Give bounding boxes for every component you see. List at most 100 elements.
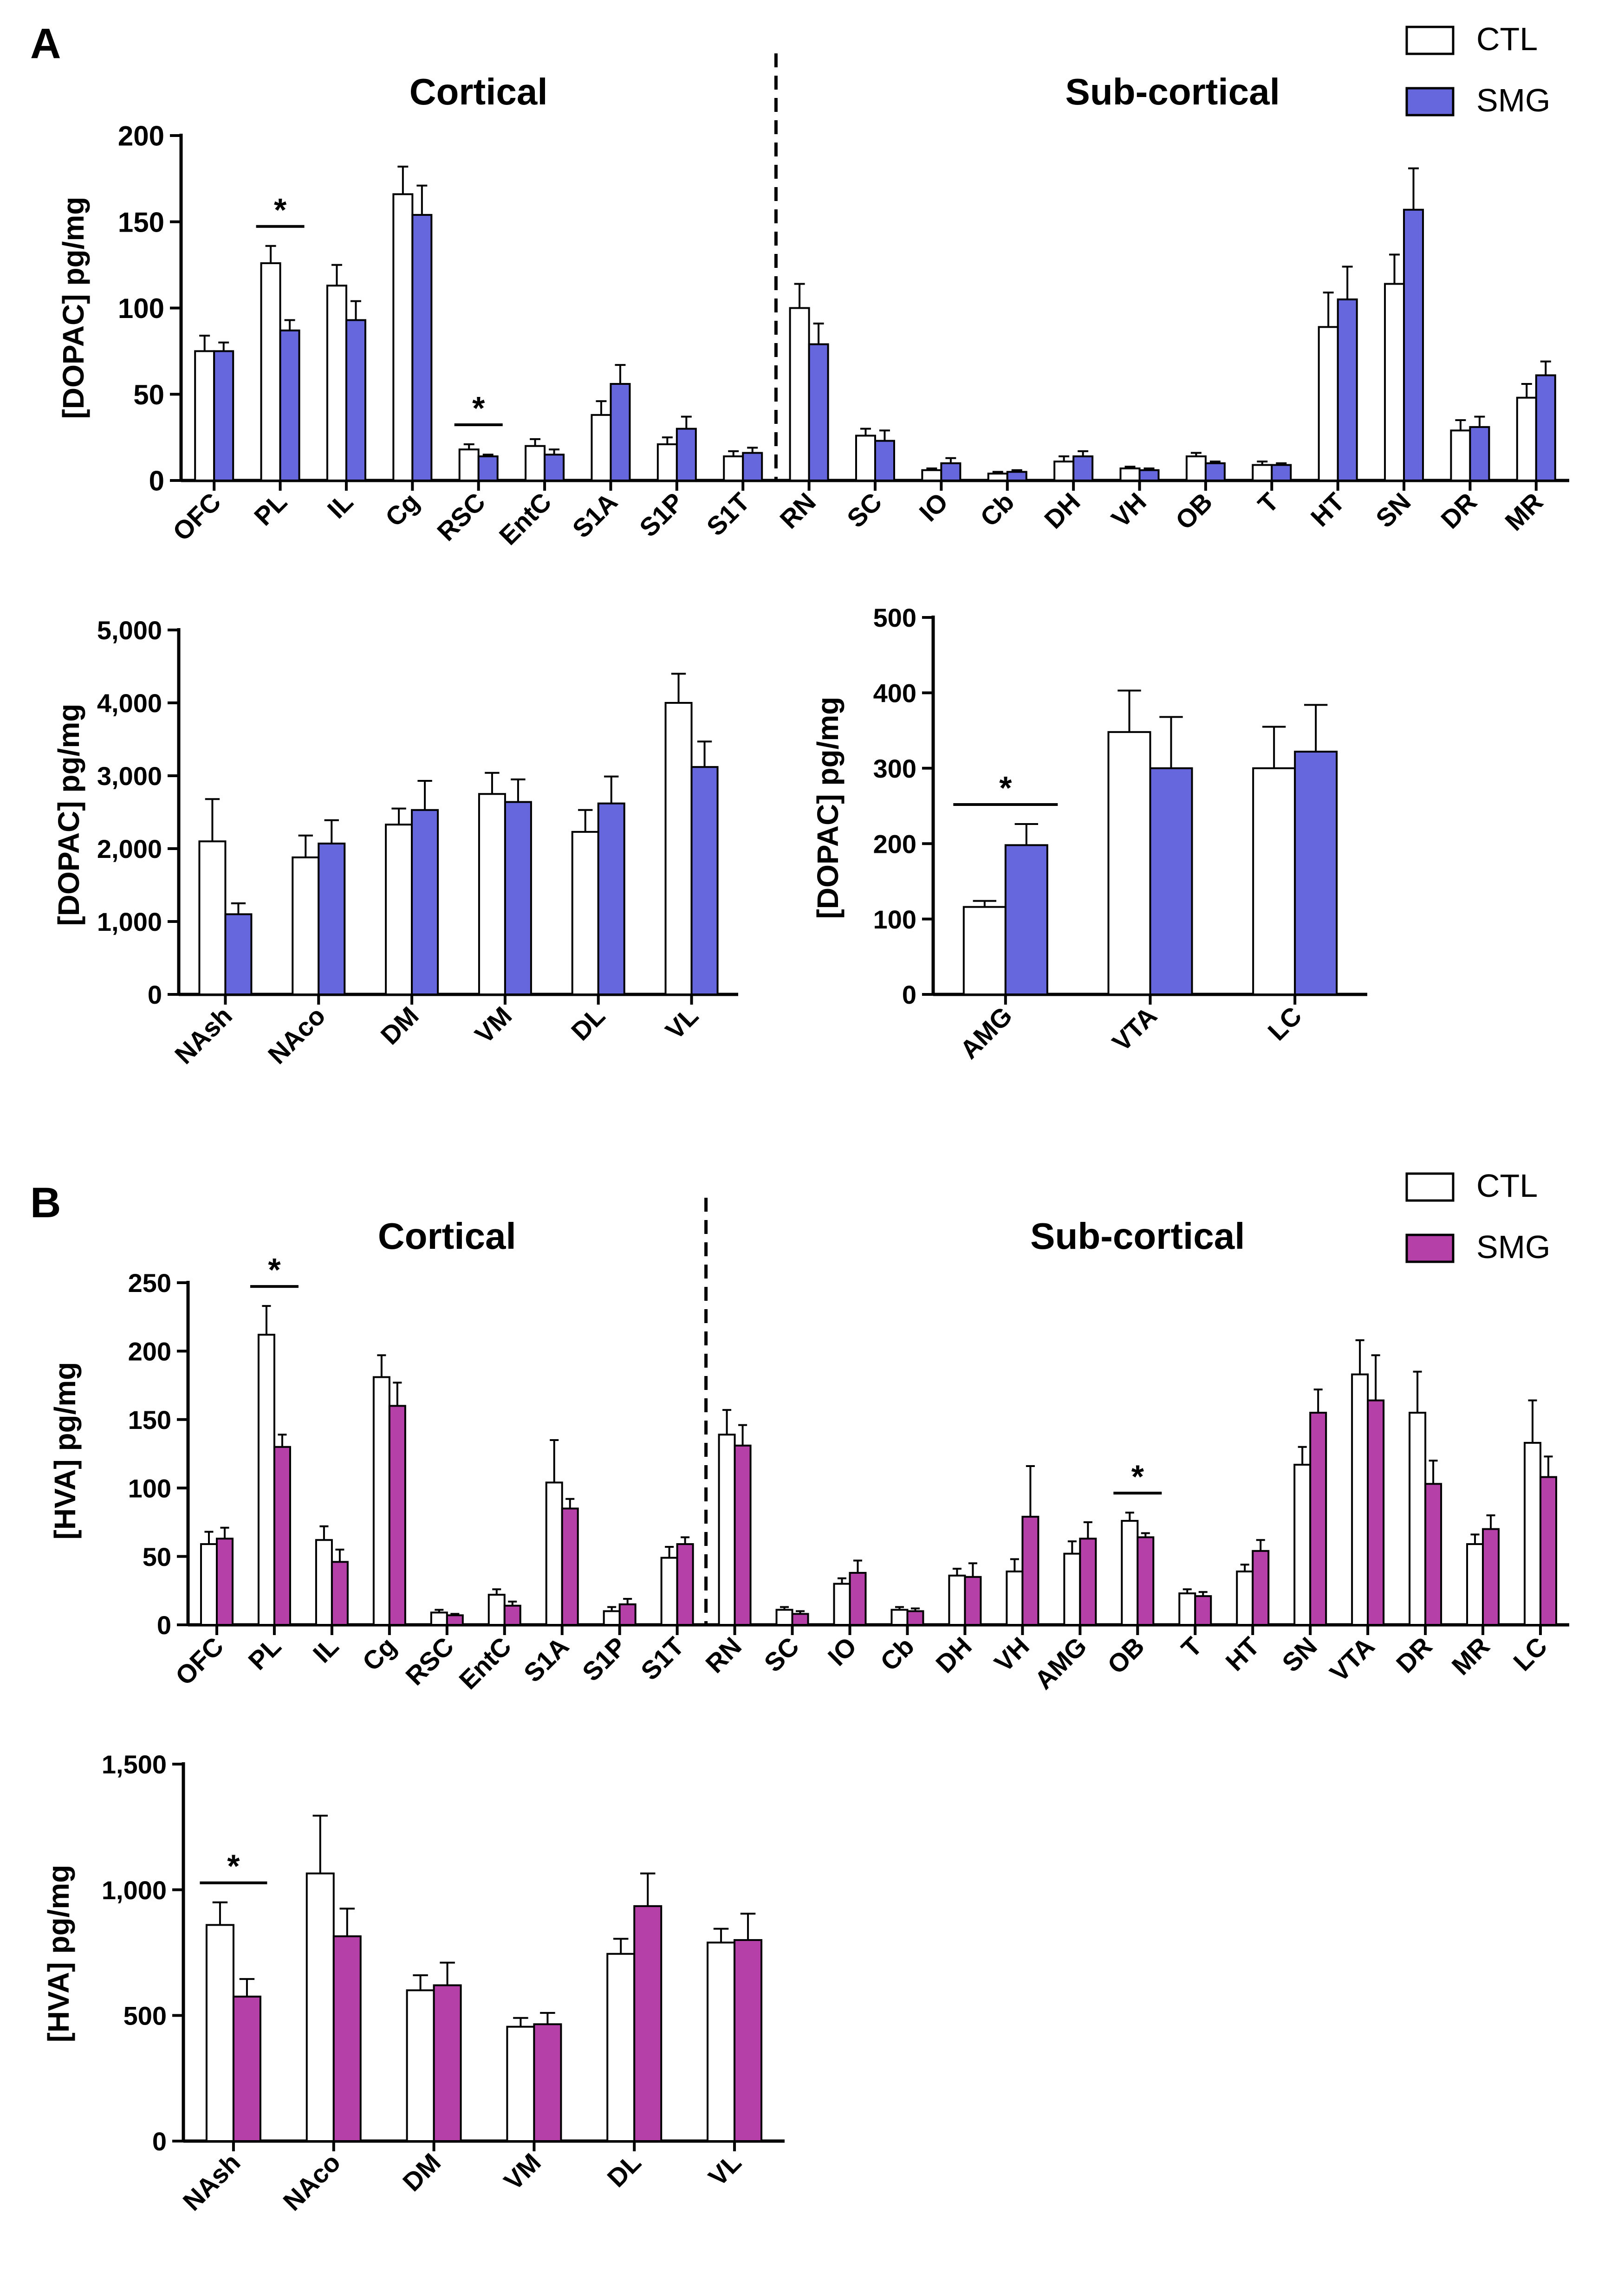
- a1-bar-smg-S1P: [676, 428, 697, 481]
- a1-x-tick-label-RN: RN: [774, 487, 821, 534]
- a3-x-tick-label-AMG: AMG: [954, 1001, 1018, 1065]
- b1-x-tick-label-SC: SC: [758, 1631, 805, 1678]
- b1-bar-smg-S1T: [676, 1543, 694, 1626]
- b2-bar-smg-VL: [734, 1939, 763, 2142]
- b1-x-tick-label-S1P: S1P: [577, 1631, 632, 1687]
- b1-bar-ctl-AMG: [1063, 1552, 1081, 1626]
- b1-x-tick-label-VH: VH: [988, 1631, 1035, 1678]
- a1-x-tick-label-HT: HT: [1305, 487, 1350, 532]
- a1-x-tick-label-S1A: S1A: [566, 487, 623, 544]
- b2-bar-smg-NAsh: [232, 1995, 261, 2142]
- a1-bar-smg-MR: [1535, 374, 1556, 482]
- a1-bar-ctl-VH: [1119, 467, 1141, 481]
- a1-significance-star-RSC: *: [472, 390, 485, 426]
- chart-dopac-midbrain: 0 100 200 300 400 500 [DOPAC] pg/mg AMG VTA LC *: [811, 603, 1367, 1065]
- b1-bar-smg-RN: [734, 1444, 752, 1626]
- a2-bar-smg-DM: [411, 809, 439, 996]
- legend-b-smg-swatch: [1405, 1233, 1455, 1263]
- b1-bar-ctl-S1P: [603, 1610, 621, 1626]
- b1-y-tick-label: 50: [143, 1542, 171, 1571]
- a3-x-tick-label-LC: LC: [1262, 1001, 1307, 1046]
- b1-y-axis-label: [HVA] pg/mg: [48, 1362, 82, 1540]
- b1-bar-ctl-IL: [315, 1539, 333, 1626]
- a3-bar-ctl-LC: [1252, 767, 1296, 996]
- panel-a-label: A: [30, 20, 61, 67]
- b2-bar-ctl-DL: [606, 1953, 636, 2142]
- b2-y-tick-label: 1,500: [102, 1750, 167, 1779]
- b2-x-tick-label-DM: DM: [397, 2148, 446, 2197]
- b1-bar-smg-OFC: [215, 1538, 234, 1626]
- a1-bar-smg-Cg: [411, 214, 433, 481]
- b1-bar-ctl-Cb: [890, 1609, 909, 1626]
- b1-x-tick-label-IO: IO: [822, 1631, 862, 1671]
- b1-x-tick-label-S1A: S1A: [518, 1631, 575, 1688]
- b1-x-tick-label-AMG: AMG: [1029, 1631, 1092, 1695]
- b1-bar-ctl-LC: [1524, 1441, 1542, 1626]
- b1-x-tick-label-OB: OB: [1102, 1631, 1150, 1680]
- b1-y-tick-label: 0: [157, 1610, 171, 1640]
- a2-y-tick-label: 4,000: [97, 688, 162, 718]
- a2-bar-smg-VM: [504, 801, 532, 996]
- b1-bar-smg-IO: [849, 1571, 867, 1626]
- b1-bar-smg-DR: [1424, 1483, 1442, 1626]
- b1-bar-ctl-IO: [833, 1583, 851, 1626]
- b1-x-tick-label-Cg: Cg: [357, 1631, 402, 1676]
- b1-x-tick-label-S1T: S1T: [635, 1631, 689, 1686]
- a1-bar-ctl-DR: [1450, 429, 1471, 482]
- a1-x-tick-label-RSC: RSC: [431, 487, 491, 546]
- a1-bar-ctl-OFC: [194, 350, 215, 481]
- a1-x-tick-label-VH: VH: [1105, 487, 1152, 533]
- a1-bar-ctl-Cb: [987, 473, 1008, 482]
- legend-a: CTL SMG: [1405, 21, 1550, 118]
- legend-a-smg-swatch: [1405, 87, 1455, 117]
- b1-x-tick-label-IL: IL: [307, 1631, 344, 1668]
- b1-bar-smg-VH: [1021, 1516, 1039, 1626]
- b1-x-tick-label-RN: RN: [700, 1631, 747, 1679]
- a1-bar-ctl-Cg: [392, 193, 414, 481]
- a2-x-tick-label-VM: VM: [469, 1001, 517, 1049]
- b2-x-tick-label-NAco: NAco: [277, 2148, 346, 2216]
- b1-y-tick-label: 250: [128, 1268, 171, 1298]
- b1-bar-ctl-Cg: [372, 1376, 390, 1626]
- a1-bar-smg-SC: [874, 440, 895, 481]
- legend-a-smg-label: SMG: [1476, 82, 1550, 118]
- a1-bar-ctl-IO: [921, 469, 942, 482]
- a1-significance-star-PL: *: [274, 192, 287, 228]
- b2-bar-ctl-VM: [506, 2025, 535, 2142]
- b1-x-tick-label-LC: LC: [1507, 1631, 1553, 1676]
- b1-significance-star-OB: *: [1131, 1458, 1144, 1494]
- b1-bar-smg-DH: [964, 1576, 982, 1626]
- b1-x-tick-label-T: T: [1176, 1631, 1208, 1663]
- b1-bar-smg-LC: [1540, 1476, 1558, 1626]
- a1-bar-smg-OFC: [213, 350, 234, 481]
- a1-bar-smg-Cb: [1006, 471, 1027, 481]
- b1-bar-ctl-OFC: [200, 1543, 218, 1626]
- b1-bar-smg-Cg: [388, 1405, 406, 1626]
- a2-bar-ctl-VM: [478, 793, 506, 995]
- b1-bar-smg-OB: [1137, 1536, 1155, 1626]
- chart-dopac-regions: 0 50 100 150 200 [DOPAC] pg/mg OFC PL IL Cg RSC Ent…: [57, 53, 1569, 551]
- b2-y-tick-label: 500: [123, 2001, 167, 2030]
- a1-bar-smg-DR: [1469, 426, 1490, 482]
- a2-y-tick-label: 2,000: [97, 834, 162, 863]
- a3-y-tick-label: 400: [873, 679, 916, 708]
- a1-bar-smg-S1T: [742, 452, 763, 481]
- a1-bar-ctl-S1P: [656, 443, 678, 481]
- chart-hva-striatum: 0 500 1,000 1,500 [HVA] pg/mg NAsh NAco DM VM DL V…: [42, 1750, 785, 2216]
- b2-bar-smg-VM: [533, 2023, 562, 2142]
- a1-bar-ctl-T: [1252, 464, 1273, 482]
- b2-y-tick-label: 0: [152, 2127, 167, 2156]
- b1-bar-smg-RSC: [446, 1614, 464, 1626]
- b1-bar-ctl-SC: [775, 1609, 793, 1626]
- a1-y-tick-label: 150: [118, 207, 164, 238]
- b2-x-tick-label-VM: VM: [498, 2148, 546, 2196]
- b1-x-tick-label-VTA: VTA: [1324, 1631, 1380, 1688]
- legend-a-ctl-label: CTL: [1476, 21, 1538, 57]
- a1-x-tick-label-S1T: S1T: [701, 487, 755, 541]
- b1-bar-smg-AMG: [1079, 1538, 1097, 1626]
- a1-bar-smg-S1A: [610, 383, 631, 482]
- b1-bar-ctl-RN: [718, 1434, 736, 1626]
- a3-x-tick-label-VTA: VTA: [1106, 1001, 1163, 1057]
- a1-bar-smg-SN: [1403, 208, 1424, 481]
- a3-y-tick-label: 100: [873, 905, 916, 934]
